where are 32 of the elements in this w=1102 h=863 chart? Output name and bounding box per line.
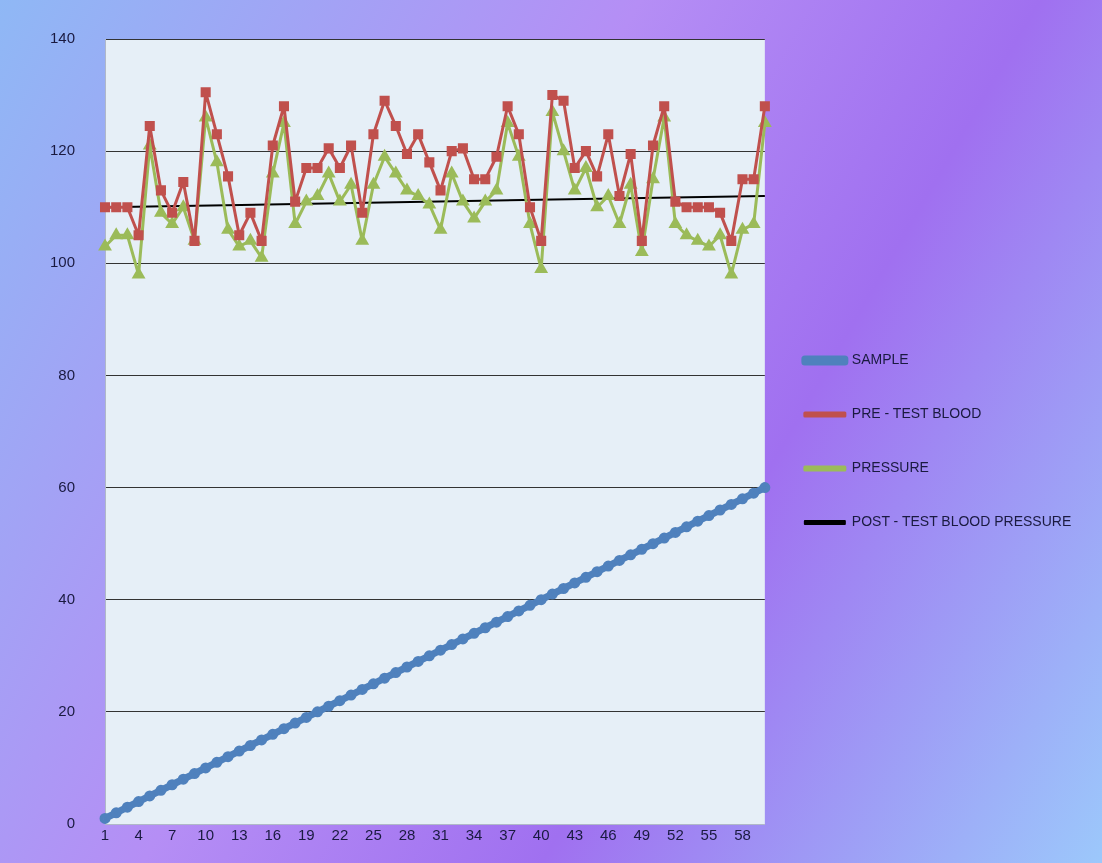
x-tick-label: 34 <box>465 826 483 844</box>
y-tick-label: 140 <box>50 29 76 47</box>
y-tick-label: 80 <box>58 365 76 383</box>
x-tick-label: 25 <box>365 826 382 844</box>
y-tick-label: 20 <box>58 702 76 719</box>
x-tick-label: 22 <box>331 826 349 844</box>
x-tick-label: 28 <box>398 826 416 844</box>
x-tick-label: 52 <box>667 826 684 844</box>
legend-label: POST - TEST BLOOD PRESSURE <box>851 513 1072 530</box>
x-tick-label: 19 <box>297 826 315 844</box>
x-tick-label: 40 <box>532 826 550 844</box>
y-tick-label: 0 <box>66 814 76 832</box>
x-tick-label: 43 <box>566 826 584 844</box>
x-tick-label: 4 <box>134 826 143 844</box>
x-tick-label: 55 <box>700 826 718 844</box>
x-tick-label: 16 <box>264 826 282 844</box>
legend-label: PRE - TEST BLOOD <box>851 405 982 422</box>
x-tick-label: 7 <box>167 826 177 844</box>
y-tick-label: 60 <box>58 477 76 495</box>
x-tick-label: 58 <box>734 826 751 844</box>
legend-label: PRESSURE <box>851 459 929 476</box>
x-tick-label: 49 <box>633 826 651 844</box>
x-tick-label: 13 <box>230 826 248 844</box>
x-tick-label: 10 <box>197 826 215 844</box>
x-tick-label: 31 <box>432 826 449 844</box>
x-tick-label: 37 <box>499 826 516 844</box>
legend-label: SAMPLE <box>851 351 909 368</box>
x-tick-label: 46 <box>599 826 617 844</box>
y-tick-label: 40 <box>58 589 76 607</box>
y-tick-label: 120 <box>50 141 76 159</box>
y-tick-label: 100 <box>50 253 76 271</box>
x-tick-label: 1 <box>100 826 110 844</box>
